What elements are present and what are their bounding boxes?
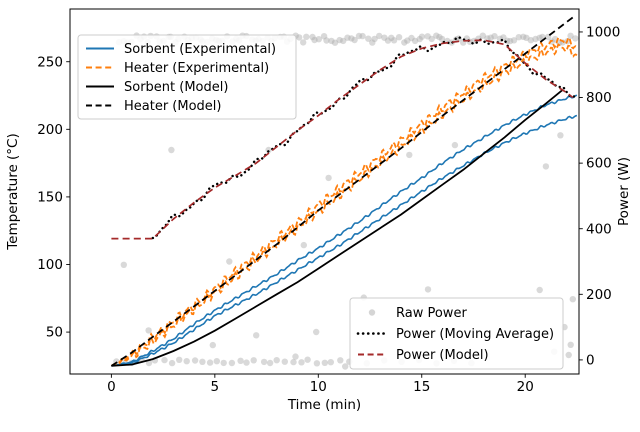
legend-label: Heater (Model): [124, 99, 222, 114]
series-power-model: [111, 39, 574, 240]
x-tick-label: 0: [107, 379, 116, 395]
y-left-tick-label: 100: [37, 257, 63, 273]
series-power-moving-average: [151, 36, 578, 240]
series-sorbent-model: [111, 89, 563, 367]
legend-item-heater-experimental: Heater (Experimental): [86, 61, 269, 76]
legend-label: Power (Model): [396, 348, 489, 363]
axes: 0 5 10 15 20 50 100 150 200 250 0 200 400 600 800 1000 T…: [5, 8, 632, 413]
series-heater-model: [110, 15, 576, 367]
x-tick-label: 10: [310, 379, 327, 395]
legend-power: Raw Power Power (Moving Average) Power (Mo…: [349, 297, 564, 370]
x-tick-label: 15: [413, 379, 430, 395]
legend-power-box: [349, 297, 564, 370]
series-heater-experimental-run1: [110, 36, 578, 367]
y-right-axis-label: Power (W): [616, 157, 632, 226]
plot-border: [69, 8, 580, 375]
legend-item-sorbent-model: Sorbent (Model): [86, 80, 228, 95]
series-sorbent-experimental-run2: [111, 114, 578, 367]
series-sorbent-experimental-run1: [111, 94, 578, 367]
legend-item-power-moving-average: Power (Moving Average): [356, 327, 554, 342]
y-right-tick-label: 400: [586, 221, 612, 237]
legend-label: Sorbent (Model): [124, 80, 228, 95]
x-axis-label: Time (min): [287, 397, 361, 413]
legend-item-power-model: Power (Model): [358, 348, 489, 363]
y-right-tick-label: 1000: [586, 25, 620, 41]
y-left-tick-label: 50: [46, 325, 63, 341]
y-left-axis-label: Temperature (°C): [5, 133, 21, 251]
y-right-tick-label: 200: [586, 287, 612, 303]
raw-power-marker-icon: [368, 309, 376, 316]
y-left-tick-label: 250: [37, 54, 63, 70]
x-tick-label: 20: [517, 379, 534, 395]
x-tick-label: 5: [211, 379, 220, 395]
legend-temperature-box: [77, 34, 297, 120]
y-right-tick-label: 600: [586, 156, 612, 172]
legend-label: Sorbent (Experimental): [124, 42, 276, 57]
legend-item-sorbent-experimental: Sorbent (Experimental): [86, 42, 276, 57]
legend-temperature: Sorbent (Experimental) Heater (Experiment…: [77, 34, 297, 120]
legend-label: Power (Moving Average): [396, 327, 554, 342]
legend-label: Heater (Experimental): [124, 61, 269, 76]
y-right-tick-label: 0: [586, 352, 595, 368]
legend-item-raw-power: Raw Power: [368, 306, 467, 321]
legend-item-heater-model: Heater (Model): [86, 99, 222, 114]
y-left-tick-label: 200: [37, 122, 63, 138]
legend-label: Raw Power: [396, 306, 467, 321]
y-right-tick-label: 800: [586, 90, 612, 106]
y-left-tick-label: 150: [37, 190, 63, 206]
